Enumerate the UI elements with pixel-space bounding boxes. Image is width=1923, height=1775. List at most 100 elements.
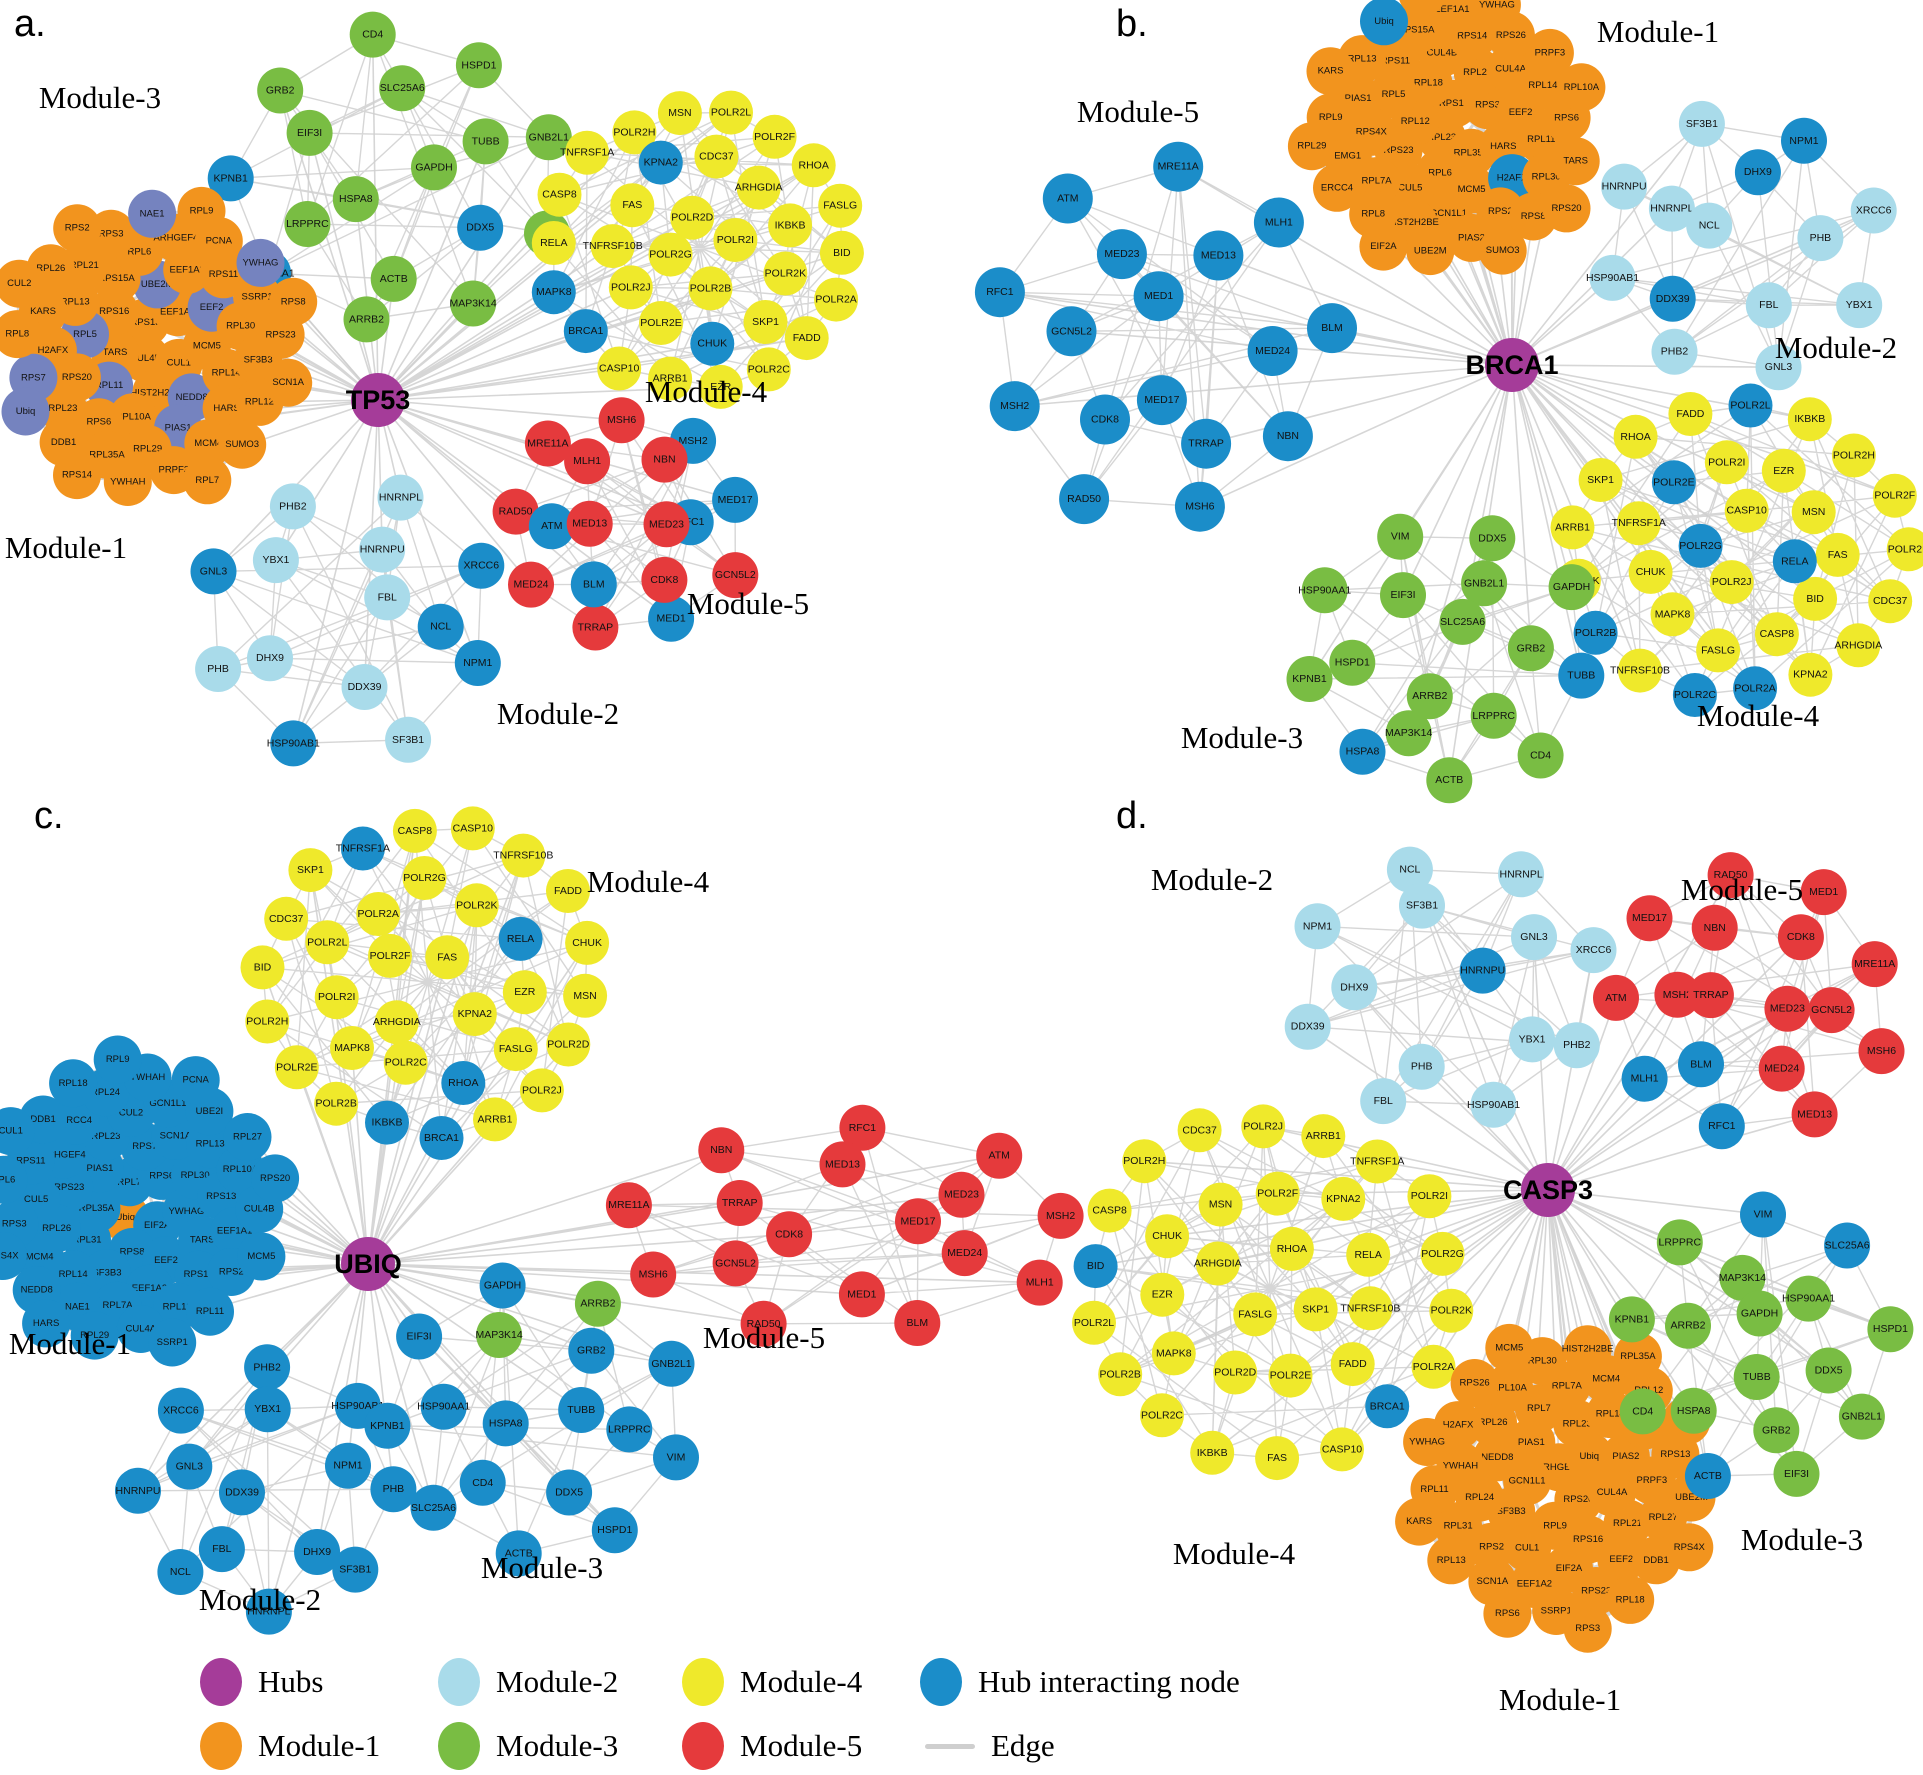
- node-circle-CD4[interactable]: [1517, 732, 1564, 779]
- node-circle-PHB2[interactable]: [1553, 1022, 1600, 1069]
- node-MED1[interactable]: MED1: [648, 595, 695, 642]
- node-circle-RELA[interactable]: [498, 916, 543, 961]
- node-circle-DDX5[interactable]: [1805, 1347, 1852, 1394]
- node-circle-HSP90AA1[interactable]: [420, 1383, 467, 1430]
- node-RHOA[interactable]: RHOA: [441, 1061, 486, 1105]
- node-MED17[interactable]: MED17: [1136, 375, 1187, 426]
- node-circle-POLR2I[interactable]: [1407, 1174, 1452, 1219]
- node-circle-SKP1[interactable]: [743, 300, 788, 344]
- node-circle-KPNA2[interactable]: [638, 140, 683, 185]
- node-RPS3[interactable]: RPS3: [1563, 1604, 1612, 1653]
- node-RPS26[interactable]: RPS26: [1450, 1359, 1499, 1407]
- node-circle-GCN5L2[interactable]: [1808, 987, 1855, 1034]
- node-circle-HSPA8[interactable]: [332, 176, 379, 223]
- node-XRCC6[interactable]: XRCC6: [1850, 187, 1897, 234]
- node-RPL35A[interactable]: RPL35A: [1613, 1332, 1662, 1381]
- node-circle-RPS14[interactable]: [53, 451, 101, 500]
- node-circle-RPL8[interactable]: [0, 310, 42, 359]
- node-CDK8[interactable]: CDK8: [1777, 914, 1824, 961]
- node-SF3B1[interactable]: SF3B1: [1399, 882, 1445, 929]
- node-circle-TNFRSF1A[interactable]: [1616, 501, 1661, 546]
- node-TNFRSF10B[interactable]: TNFRSF10B: [493, 833, 553, 878]
- node-HSPD1[interactable]: HSPD1: [1867, 1306, 1914, 1353]
- node-circle-CASP8[interactable]: [1087, 1188, 1132, 1233]
- node-MSN[interactable]: MSN: [657, 91, 702, 136]
- node-KARS[interactable]: KARS: [1395, 1497, 1444, 1546]
- node-HSP90AA1[interactable]: HSP90AA1: [417, 1383, 470, 1430]
- node-HIST2H2BE[interactable]: HIST2H2BE: [1562, 1325, 1614, 1374]
- node-circle-PHB[interactable]: [195, 646, 242, 692]
- node-circle-UBE2M[interactable]: [1406, 227, 1455, 276]
- node-MAPK8[interactable]: MAPK8: [531, 270, 576, 315]
- node-CD4[interactable]: CD4: [1619, 1388, 1666, 1435]
- node-circle-TRRAP[interactable]: [1687, 972, 1734, 1019]
- node-CDC37[interactable]: CDC37: [694, 134, 739, 179]
- node-SCN1A[interactable]: SCN1A: [1398, 0, 1446, 17]
- node-MSH2[interactable]: MSH2: [989, 381, 1040, 432]
- node-circle-POLR2L[interactable]: [305, 920, 350, 965]
- node-ARRB2[interactable]: ARRB2: [1406, 673, 1453, 720]
- node-MLH1[interactable]: MLH1: [1621, 1055, 1668, 1102]
- node-Ubiq[interactable]: Ubiq: [1360, 0, 1408, 46]
- node-circle-CD4[interactable]: [349, 11, 396, 58]
- node-RFC1[interactable]: RFC1: [1698, 1103, 1745, 1150]
- node-circle-BLM[interactable]: [894, 1300, 941, 1346]
- node-MAPK8[interactable]: MAPK8: [1650, 592, 1695, 637]
- node-GNB2L1[interactable]: GNB2L1: [1838, 1393, 1885, 1440]
- node-circle-MED17[interactable]: [712, 476, 759, 523]
- node-circle-POLR2G[interactable]: [1420, 1231, 1465, 1276]
- node-MED1[interactable]: MED1: [1133, 271, 1184, 322]
- node-circle-CDC37[interactable]: [1177, 1108, 1222, 1153]
- node-circle-MAPK8[interactable]: [531, 270, 576, 315]
- node-YBX1[interactable]: YBX1: [1509, 1016, 1556, 1063]
- node-circle-POLR2D[interactable]: [670, 195, 715, 240]
- node-RHOA[interactable]: RHOA: [1269, 1226, 1314, 1271]
- node-circle-MRE11A[interactable]: [1851, 941, 1898, 988]
- node-circle-ACTB[interactable]: [1684, 1453, 1731, 1499]
- node-circle-KPNB1[interactable]: [207, 155, 254, 202]
- node-circle-MAP3K14[interactable]: [450, 280, 497, 327]
- node-POLR2I[interactable]: POLR2I: [1407, 1174, 1452, 1219]
- node-MED24[interactable]: MED24: [508, 561, 554, 608]
- node-IKBKB[interactable]: IKBKB: [1787, 397, 1832, 442]
- node-circle-CDK8[interactable]: [641, 556, 688, 603]
- node-circle-POLR2H[interactable]: [1831, 433, 1876, 478]
- node-FADD[interactable]: FADD: [1330, 1342, 1375, 1387]
- node-circle-MSH2[interactable]: [1037, 1192, 1084, 1239]
- node-circle-MED13[interactable]: [1791, 1091, 1838, 1138]
- node-MED13[interactable]: MED13: [819, 1141, 866, 1188]
- node-SKP1[interactable]: SKP1: [1578, 458, 1623, 502]
- node-CUL1[interactable]: CUL1: [1503, 1523, 1552, 1572]
- node-CASP10[interactable]: CASP10: [1320, 1427, 1364, 1472]
- node-MAPK8[interactable]: MAPK8: [1151, 1331, 1196, 1376]
- node-circle-POLR2J[interactable]: [519, 1068, 564, 1113]
- node-circle-FASLG[interactable]: [818, 183, 863, 228]
- node-IKBKB[interactable]: IKBKB: [1190, 1430, 1235, 1475]
- node-FAS[interactable]: FAS: [610, 183, 655, 228]
- node-POLR2I[interactable]: POLR2I: [713, 218, 758, 262]
- node-circle-PHB2[interactable]: [269, 483, 316, 530]
- node-circle-HNRNPL[interactable]: [245, 1588, 292, 1635]
- node-circle-MSN[interactable]: [563, 973, 608, 1018]
- node-circle-POLR2K[interactable]: [454, 883, 499, 928]
- node-FASLG[interactable]: FASLG: [1233, 1292, 1278, 1337]
- node-circle-PRPF3[interactable]: [1525, 28, 1574, 77]
- node-RPL29[interactable]: RPL29: [1287, 122, 1336, 171]
- node-circle-MED13[interactable]: [1193, 230, 1244, 281]
- node-circle-YBX1[interactable]: [252, 537, 299, 584]
- node-circle-RAD50[interactable]: [1059, 474, 1110, 525]
- node-RPL6[interactable]: RPL6: [0, 1155, 28, 1204]
- node-MAP3K14[interactable]: MAP3K14: [475, 1312, 523, 1358]
- node-circle-POLR2E[interactable]: [1268, 1353, 1313, 1398]
- node-circle-XRCC6[interactable]: [1850, 187, 1897, 234]
- node-RPS6[interactable]: RPS6: [1483, 1589, 1532, 1638]
- node-POLR2A[interactable]: POLR2A: [1733, 666, 1778, 711]
- node-circle-MED23[interactable]: [938, 1171, 985, 1218]
- node-GCN5L2[interactable]: GCN5L2: [1046, 306, 1097, 357]
- node-circle-RPL9[interactable]: [93, 1035, 142, 1084]
- node-circle-GNL3[interactable]: [190, 548, 237, 595]
- node-MED1[interactable]: MED1: [1800, 869, 1847, 916]
- node-circle-RELA[interactable]: [531, 221, 576, 265]
- hub-circle-UBIQ[interactable]: [341, 1237, 395, 1291]
- node-MSH6[interactable]: MSH6: [630, 1251, 677, 1298]
